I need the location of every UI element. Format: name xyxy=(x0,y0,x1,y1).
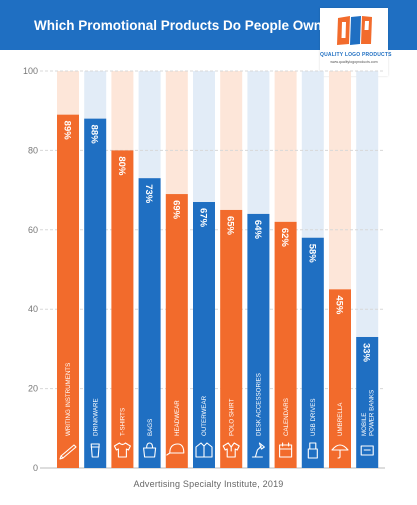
umbrella-icon xyxy=(331,444,349,459)
category-label: WRITING INSTRUMENTS xyxy=(65,363,72,436)
category-label: DRINKWARE xyxy=(92,398,99,436)
jacket-icon xyxy=(195,442,213,458)
category-label-line: DRINKWARE xyxy=(92,398,99,436)
value-label: 69% xyxy=(170,200,181,220)
bar xyxy=(220,209,243,468)
category-label: POLO SHIRT xyxy=(228,398,235,436)
logo-url: www.qualitylogoproducts.com xyxy=(330,60,378,64)
bar xyxy=(165,194,188,468)
bar xyxy=(329,289,351,468)
y-tick-label: 40 xyxy=(28,304,38,314)
category-label: OUTERWEAR xyxy=(201,395,208,436)
logo: QUALITY LOGO PRODUCTS www.qualitylogopro… xyxy=(320,8,392,76)
category-label-line: USB DRIVES xyxy=(310,399,317,436)
tshirt-icon xyxy=(113,442,131,458)
category-label-line: CALENDARS xyxy=(283,398,290,436)
category-label: T-SHIRTS xyxy=(120,408,127,436)
calendar-icon xyxy=(279,442,293,458)
usb-icon xyxy=(307,442,318,459)
value-label: 33% xyxy=(361,343,372,363)
y-tick-label: 80 xyxy=(28,145,38,155)
value-label: 65% xyxy=(225,216,236,236)
value-label: 73% xyxy=(143,184,154,204)
category-label: MOBILEPOWER BANKS xyxy=(361,390,376,436)
y-tick-label: 100 xyxy=(23,66,38,76)
value-label: 88% xyxy=(89,125,100,145)
bag-icon xyxy=(143,442,157,458)
value-label: 80% xyxy=(116,156,127,176)
category-label-line: T-SHIRTS xyxy=(120,408,127,436)
chart-svg: 0 20 40 60 80 100 89% WRITING INSTRUMENTS 88% DRI… xyxy=(23,66,385,473)
category-label: HEADWEAR xyxy=(174,400,181,436)
bar xyxy=(84,118,107,468)
category-label: DESK ACCESSORIES xyxy=(256,373,263,436)
bar xyxy=(247,213,270,468)
value-label: 62% xyxy=(279,228,290,248)
category-label: CALENDARS xyxy=(283,398,290,436)
category-label-line: DESK ACCESSORIES xyxy=(256,373,263,436)
category-label-line: BAGS xyxy=(147,419,154,436)
category-label: USB DRIVES xyxy=(310,399,317,436)
category-label-line: WRITING INSTRUMENTS xyxy=(65,363,72,436)
cup-icon xyxy=(90,443,100,458)
category-label-line: UMBRELLA xyxy=(337,402,344,436)
bar xyxy=(138,178,161,468)
bar xyxy=(274,221,297,468)
value-label: 58% xyxy=(306,244,317,264)
bar xyxy=(111,150,134,468)
y-tick-label: 60 xyxy=(28,225,38,235)
cap-icon xyxy=(166,443,185,456)
y-tick-label: 20 xyxy=(28,384,38,394)
logo-mark-icon xyxy=(337,16,372,45)
page-title: Which Promotional Products Do People Own… xyxy=(34,18,331,33)
category-label-line: POLO SHIRT xyxy=(228,398,235,436)
bar xyxy=(301,237,324,468)
desk-lamp-icon xyxy=(251,442,265,458)
polo-icon xyxy=(222,442,240,458)
power-bank-icon xyxy=(360,445,374,456)
category-label-line: MOBILE xyxy=(361,413,368,436)
category-label-line: HEADWEAR xyxy=(174,400,181,436)
logo-name: QUALITY LOGO PRODUCTS xyxy=(320,52,392,58)
value-label: 89% xyxy=(62,121,73,141)
category-label: UMBRELLA xyxy=(337,402,344,436)
pen-icon xyxy=(59,444,77,460)
category-label: BAGS xyxy=(147,419,154,436)
value-label: 67% xyxy=(198,208,209,228)
category-label-line: POWER BANKS xyxy=(369,390,376,436)
bar xyxy=(57,114,79,469)
bar xyxy=(356,336,379,468)
y-tick-label: 0 xyxy=(33,463,38,473)
bar-chart: 0 20 40 60 80 100 89% WRITING INSTRUMENTS 88% DRI… xyxy=(0,50,417,500)
bar xyxy=(193,202,215,468)
value-label: 45% xyxy=(334,295,345,315)
source-note: Advertising Specialty Institute, 2019 xyxy=(133,479,284,489)
value-label: 64% xyxy=(252,220,263,240)
category-label-line: OUTERWEAR xyxy=(201,395,208,436)
